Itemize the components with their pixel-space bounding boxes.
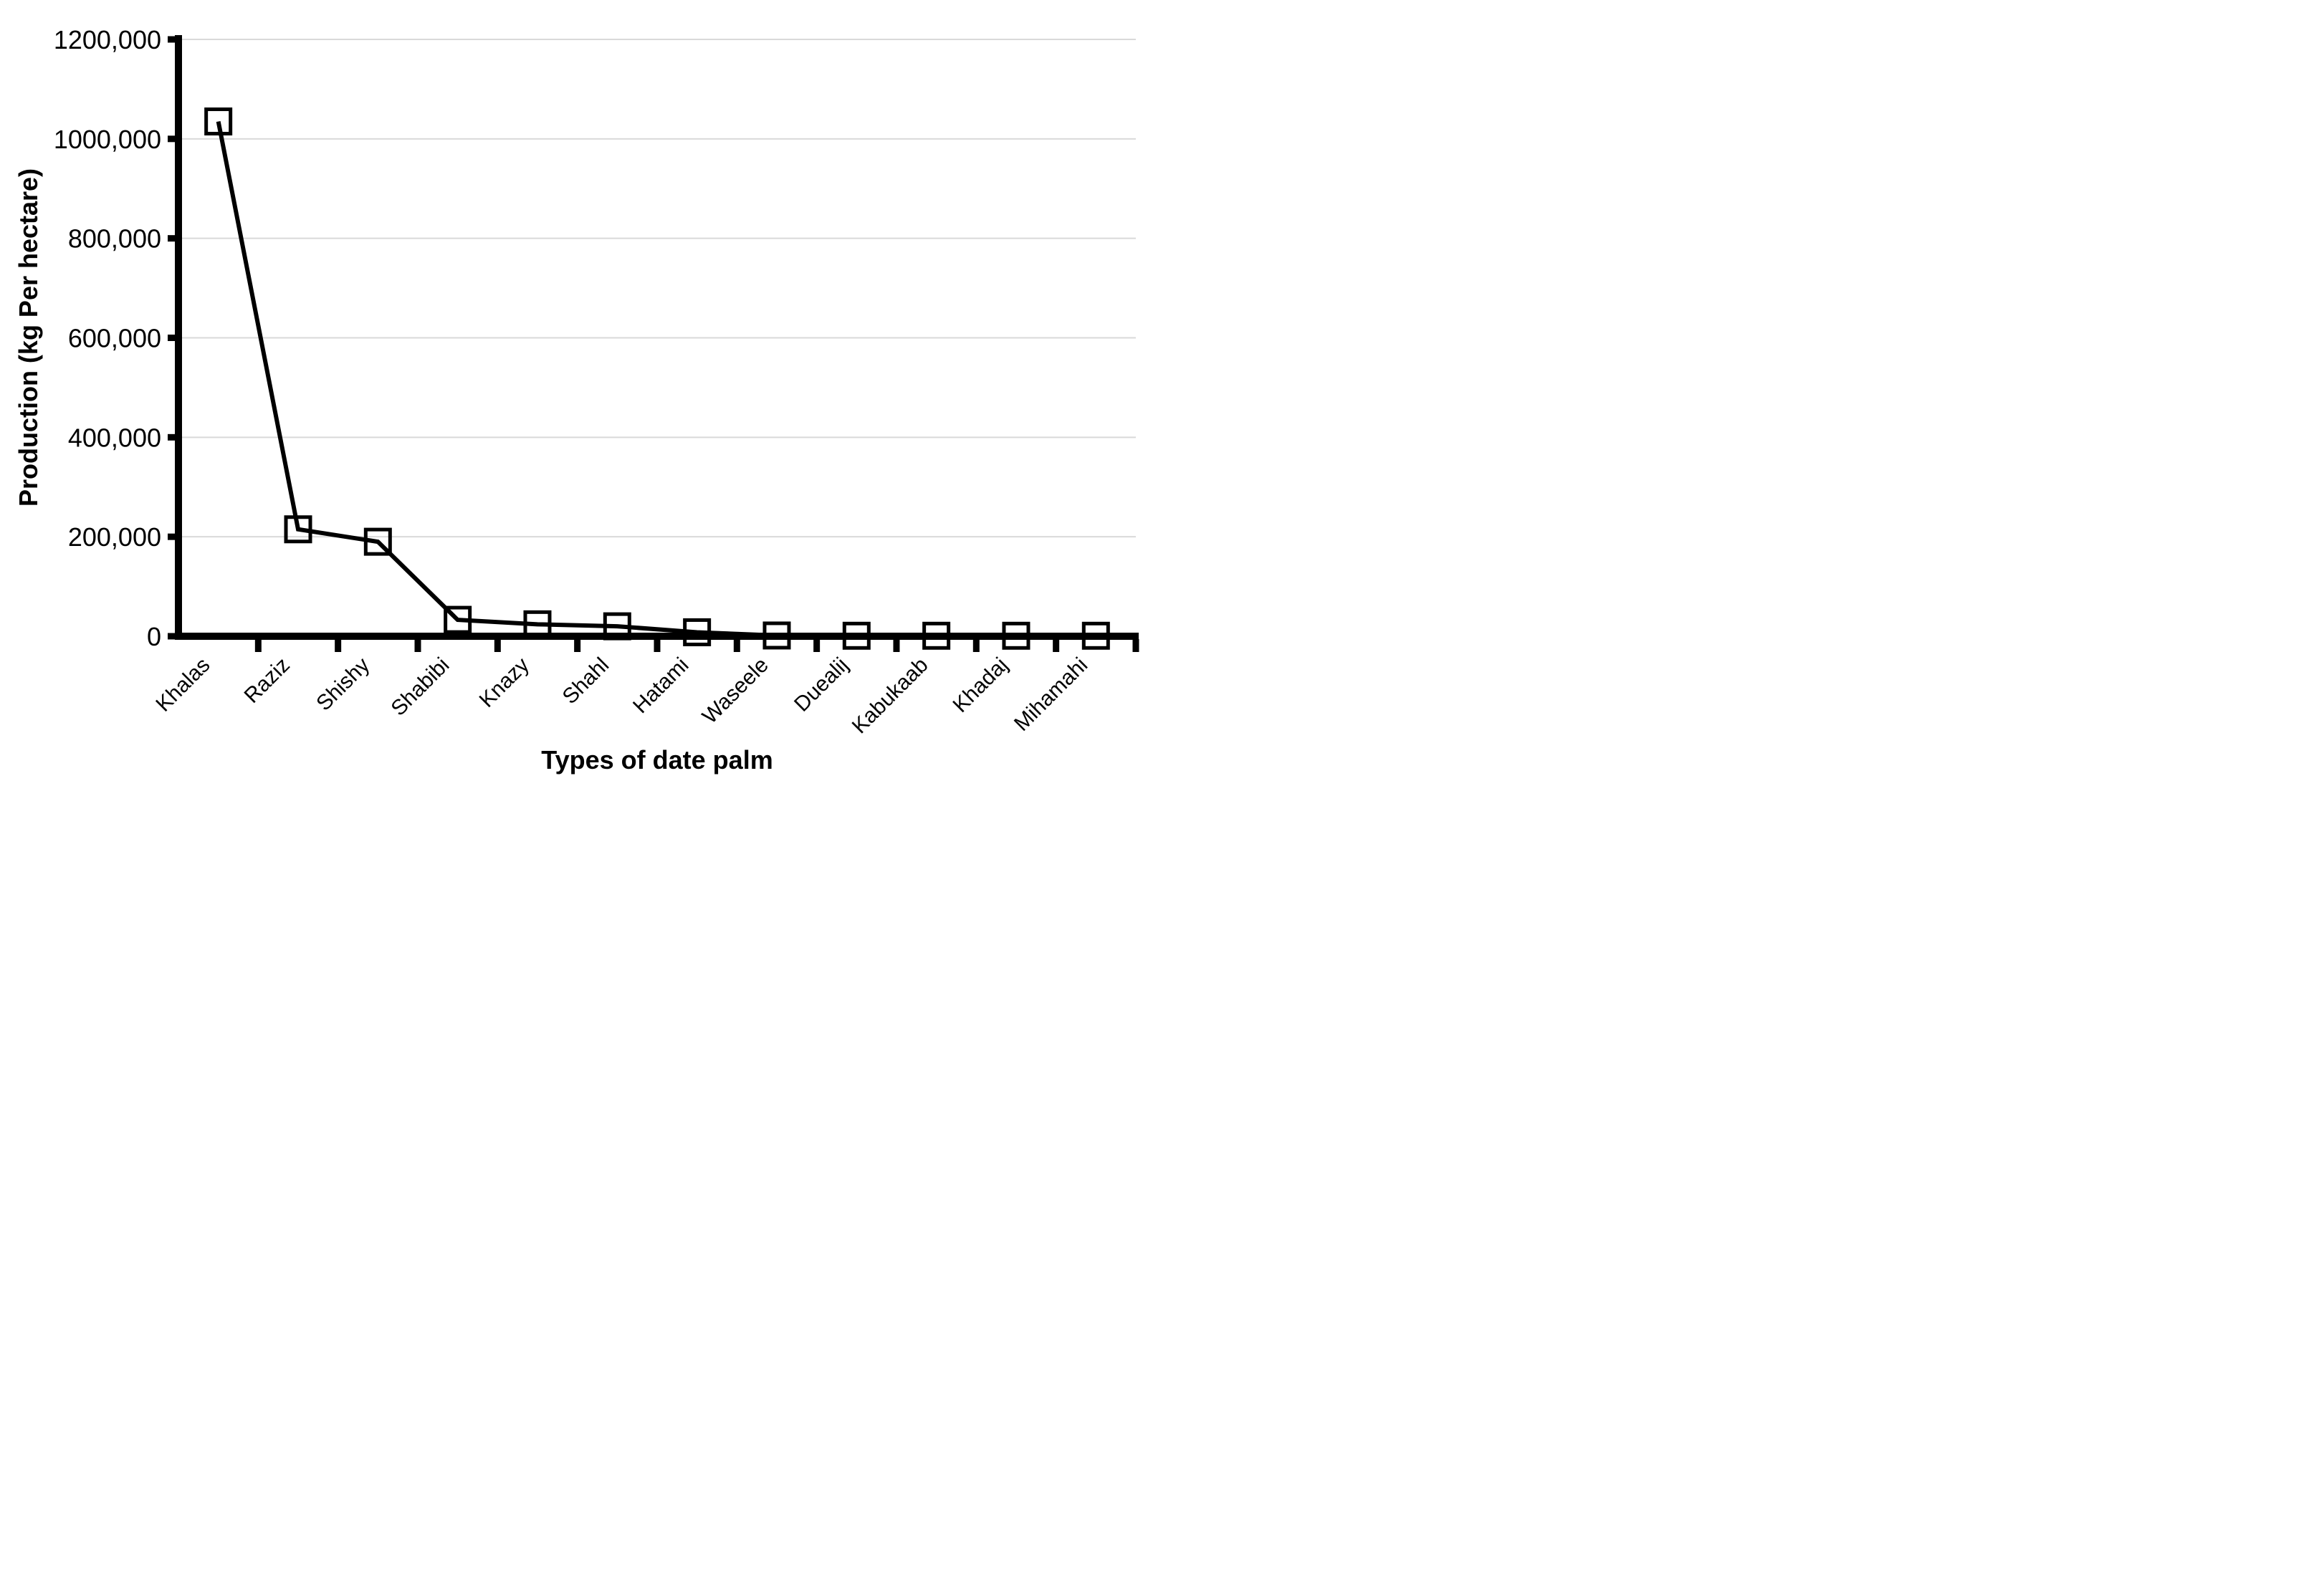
x-category-label: Kabukaab xyxy=(848,653,933,739)
data-point-marker xyxy=(284,515,312,544)
data-point-marker xyxy=(603,612,631,641)
y-tick-label: 600,000 xyxy=(68,324,161,353)
data-point-marker xyxy=(1002,621,1031,650)
x-category-label: Shahl xyxy=(558,653,614,709)
y-tick-label: 400,000 xyxy=(68,423,161,452)
x-category-label: Mihamahi xyxy=(1010,653,1092,736)
x-axis-title: Types of date palm xyxy=(541,745,773,775)
x-category-label: Shishy xyxy=(312,653,374,716)
data-point-marker xyxy=(523,610,552,638)
x-category-label: Hatami xyxy=(628,653,694,719)
data-point-marker xyxy=(842,621,871,650)
x-category-label: Shabibi xyxy=(387,653,454,721)
y-tick-label: 200,000 xyxy=(68,522,161,552)
y-tick-label: 1000,000 xyxy=(54,125,161,154)
x-category-label: Khadaj xyxy=(949,653,1013,717)
y-tick-label: 800,000 xyxy=(68,224,161,254)
data-point-marker xyxy=(444,605,472,634)
data-point-marker xyxy=(363,527,392,556)
data-series-line xyxy=(216,120,1096,638)
data-point-marker xyxy=(1081,621,1110,650)
x-category-label: Knazy xyxy=(475,653,534,712)
data-point-marker xyxy=(204,107,233,136)
data-point-marker xyxy=(922,621,951,650)
y-tick-label: 0 xyxy=(147,622,161,651)
x-category-label: Khalas xyxy=(151,653,214,716)
data-point-marker xyxy=(762,621,791,650)
x-category-label: Raziz xyxy=(240,653,295,708)
y-tick-label: 1200,000 xyxy=(54,25,161,54)
line-chart: Production (kg Per hectare) 0 200,000 400,… xyxy=(0,0,1162,791)
data-point-marker xyxy=(683,618,712,646)
plot-area: 0 200,000 400,000 600,000 800,000 1000,000 120… xyxy=(54,25,1139,739)
x-category-label: Waseele xyxy=(698,653,773,729)
x-category-label: Duealij xyxy=(790,653,853,716)
